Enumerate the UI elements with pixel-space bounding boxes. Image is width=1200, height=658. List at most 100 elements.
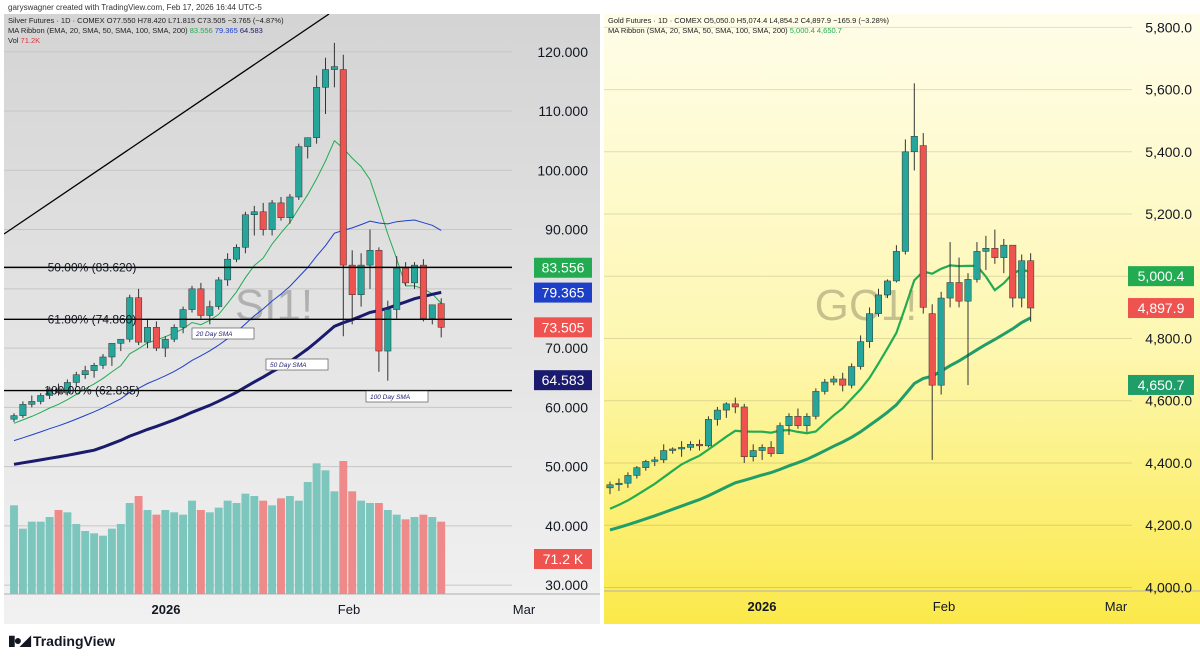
fib-line-label: 50.00% (83.620) xyxy=(48,260,137,274)
candle-body xyxy=(812,391,820,417)
volume-bar xyxy=(143,510,152,594)
x-tick-label: 2026 xyxy=(748,599,777,614)
volume-bar xyxy=(366,503,374,594)
y-tick-label: 4,200.0 xyxy=(1145,517,1192,533)
candle-body xyxy=(339,69,347,266)
sma-label-text: 100 Day SMA xyxy=(370,394,410,401)
price-tag-label: 5,000.4 xyxy=(1138,268,1185,284)
volume-bar xyxy=(312,463,321,594)
tradingview-logo-icon: ▮●◢ xyxy=(8,632,31,648)
gold-chart-panel[interactable]: 2026 Feb Mar 5,800.0 5,600.0 5,400.0 5,200.0 5,… xyxy=(604,14,1200,624)
volume-bar xyxy=(294,500,303,594)
candle-body xyxy=(982,248,990,252)
candle-body xyxy=(357,264,365,295)
price-tag xyxy=(534,282,592,303)
candle-body xyxy=(946,282,954,299)
candle-body xyxy=(375,250,383,352)
candle-body xyxy=(152,327,160,349)
candle-body xyxy=(1027,260,1035,309)
candle-body xyxy=(955,282,963,302)
candle-body xyxy=(366,250,374,266)
candle-body xyxy=(437,303,445,328)
y-tick-label: 4,800.0 xyxy=(1145,331,1192,347)
candle-body xyxy=(624,475,632,484)
sma-20-line xyxy=(13,139,442,424)
candle-body xyxy=(206,306,214,316)
sma-50-line xyxy=(609,316,1032,532)
volume-bar xyxy=(285,496,294,594)
candle-body xyxy=(28,401,36,405)
candle-body xyxy=(758,447,766,451)
volume-bar xyxy=(72,524,81,594)
sma-20-line xyxy=(609,264,1031,510)
candle-body xyxy=(704,419,712,447)
x-tick-label: 2026 xyxy=(152,602,181,617)
y-tick-label: 5,200.0 xyxy=(1145,206,1192,222)
sma-label-box xyxy=(191,327,255,340)
gold-ma-ribbon-legend: MA Ribbon (SMA, 20, SMA, 50, SMA, 100, S… xyxy=(608,26,889,36)
gold-chart-svg[interactable]: 2026 Feb Mar 5,800.0 5,600.0 5,400.0 5,200.0 5,… xyxy=(604,14,1200,624)
volume-bar xyxy=(27,521,36,594)
candle-body xyxy=(411,264,418,284)
candle-body xyxy=(964,279,972,302)
volume-bar xyxy=(259,500,268,594)
candle-body xyxy=(651,459,659,462)
candle-body xyxy=(19,404,27,416)
candle-body xyxy=(126,297,134,340)
candle-body xyxy=(63,382,71,393)
price-tag-label: 64.583 xyxy=(542,372,585,388)
volume-bar xyxy=(348,491,357,594)
candle-body xyxy=(722,403,730,411)
volume-bar xyxy=(383,510,392,594)
candle-body xyxy=(259,211,267,230)
candle-body xyxy=(233,247,240,260)
volume-bar xyxy=(170,512,179,594)
y-tick-label: 5,800.0 xyxy=(1145,19,1192,35)
silver-chart-svg[interactable]: 2026FebMar120.000110.000100.00090.00080.… xyxy=(4,14,600,624)
volume-bar xyxy=(179,514,188,594)
silver-vol-label: Vol xyxy=(8,36,19,45)
gold-ribbon-label: MA Ribbon (SMA, 20, SMA, 50, SMA, 100, S… xyxy=(608,26,788,35)
volume-bar xyxy=(250,496,259,594)
candle-body xyxy=(731,403,739,408)
candle-body xyxy=(776,425,784,454)
volume-bar xyxy=(188,500,196,594)
candle-body xyxy=(286,196,294,218)
candle-body xyxy=(991,248,999,258)
candle-body xyxy=(633,467,641,476)
candle-body xyxy=(188,288,196,310)
silver-ribbon-value-20: 83.556 xyxy=(189,26,213,35)
candle-body xyxy=(857,341,865,367)
volume-bar xyxy=(268,505,277,594)
price-tag-label: 4,897.9 xyxy=(1138,300,1185,316)
candle-body xyxy=(848,366,856,386)
y-tick-label: 120.000 xyxy=(537,44,588,60)
y-tick-label: 40.000 xyxy=(545,518,588,534)
y-tick-label: 70.000 xyxy=(545,340,588,356)
y-tick-label: 110.000 xyxy=(538,103,588,119)
candle-body xyxy=(161,338,169,349)
sma-label-text: 20 Day SMA xyxy=(195,331,233,338)
candle-body xyxy=(241,214,249,248)
silver-ribbon-label: MA Ribbon (EMA, 20, SMA, 50, SMA, 100, S… xyxy=(8,26,188,35)
volume-bar xyxy=(303,482,312,594)
candle-body xyxy=(108,343,116,358)
silver-ma-ribbon-legend: MA Ribbon (EMA, 20, SMA, 50, SMA, 100, S… xyxy=(8,26,284,36)
fib-line-label: 61.80% (74.860) xyxy=(48,312,137,326)
volume-bar xyxy=(374,503,383,594)
candle-body xyxy=(919,145,927,308)
candle-body xyxy=(740,406,748,458)
candle-body xyxy=(973,251,981,280)
candle-body xyxy=(1009,244,1017,299)
tradingview-logo[interactable]: ▮●◢ TradingView xyxy=(8,632,115,649)
candle-body xyxy=(678,447,686,450)
volume-bar xyxy=(321,470,330,594)
price-tag xyxy=(534,257,592,278)
x-tick-label: Mar xyxy=(1105,599,1128,614)
candle-body xyxy=(393,267,401,310)
silver-chart-panel[interactable]: 2026FebMar120.000110.000100.00090.00080.… xyxy=(4,14,600,624)
y-tick-label: 4,000.0 xyxy=(1145,579,1192,595)
silver-vol-value: 71.2K xyxy=(20,36,41,45)
candle-body xyxy=(90,365,98,371)
candle-body xyxy=(892,251,900,282)
